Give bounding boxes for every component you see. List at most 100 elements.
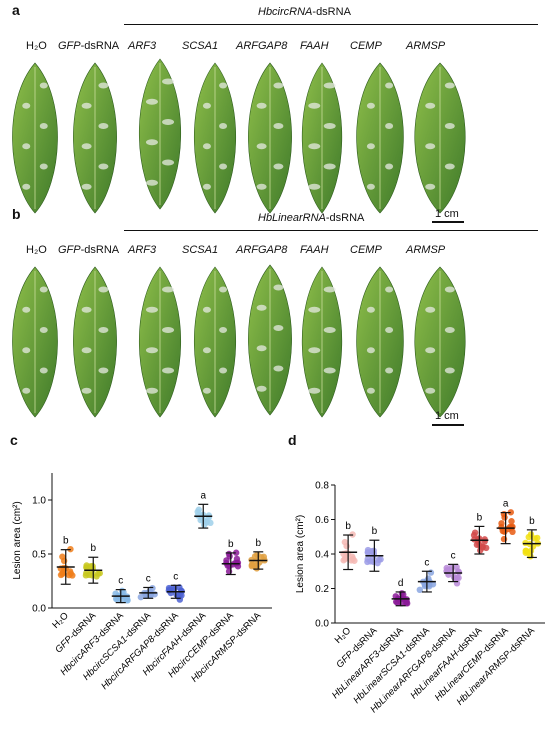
lesion-spot	[81, 387, 92, 394]
data-point	[394, 599, 401, 606]
panel-b-leaf-photo	[12, 264, 466, 418]
panel-a-group-line	[124, 24, 538, 25]
lesion-spot	[145, 347, 158, 354]
significance-letter: a	[200, 490, 206, 501]
lesion-spot	[22, 183, 31, 190]
lesion-spot	[39, 123, 48, 129]
lesion-spot	[444, 82, 455, 89]
leaf-label-4: ARFGAP8	[236, 244, 287, 256]
data-point	[200, 521, 208, 529]
panel-a-scale-bar	[432, 221, 464, 223]
lesion-spot	[98, 82, 109, 89]
leaf-label-suffix: -dsRNA	[80, 40, 120, 52]
data-point	[348, 557, 355, 564]
leaf-label-text: ARMSP	[406, 244, 446, 256]
data-point	[83, 562, 90, 569]
lesion-spot	[98, 327, 109, 333]
lesion-spot	[444, 286, 455, 293]
lesion-spot	[39, 327, 48, 333]
data-point	[178, 592, 185, 599]
panel-d-letter: d	[288, 432, 297, 448]
data-point	[416, 586, 424, 594]
lesion-spot	[202, 143, 211, 150]
data-point	[481, 538, 488, 545]
lesion-spot	[202, 183, 211, 190]
lesion-spot	[323, 327, 336, 333]
lesion-spot	[98, 123, 109, 129]
data-point	[444, 566, 451, 574]
lesion-spot	[256, 385, 267, 392]
lesion-spot	[385, 123, 394, 129]
lesion-spot	[366, 306, 375, 313]
lesion-spot	[308, 387, 321, 394]
data-point	[400, 591, 407, 598]
lesion-spot	[425, 306, 436, 313]
data-point	[340, 557, 347, 564]
significance-letter: b	[228, 539, 234, 550]
y-tick-label: 1.0	[32, 496, 46, 507]
lesion-spot	[39, 163, 48, 170]
leaf-label-text: FAAH	[300, 244, 329, 256]
lesion-spot	[98, 163, 109, 170]
data-point	[151, 591, 158, 598]
panel-b-group-label: HbLinearRNA-dsRNA	[258, 212, 365, 224]
leaf-label-text: ARF3	[128, 40, 157, 52]
lesion-spot	[273, 284, 284, 291]
leaf-label-suffix: -dsRNA	[80, 244, 120, 256]
lesion-spot	[22, 387, 31, 394]
significance-letter: c	[118, 576, 123, 587]
lesion-spot	[273, 325, 284, 331]
panel-c-letter: c	[10, 432, 18, 448]
lesion-spot	[219, 367, 228, 374]
lesion-spot	[425, 143, 436, 150]
significance-letter: d	[398, 578, 404, 589]
lesion-spot	[22, 143, 31, 150]
leaf-label-1: GFP-dsRNA	[58, 40, 119, 52]
leaf-label-text: H₂O	[26, 40, 47, 52]
lesion-spot	[162, 367, 175, 374]
data-point	[504, 525, 512, 533]
lesion-spot	[202, 306, 211, 313]
leaf-label-2: ARF3	[128, 40, 156, 52]
lesion-spot	[39, 367, 48, 374]
data-point	[531, 535, 538, 542]
leaf-label-text: FAAH	[300, 40, 329, 52]
lesion-spot	[256, 102, 267, 109]
lesion-spot	[425, 387, 436, 394]
data-point	[455, 574, 462, 582]
data-point	[89, 572, 96, 579]
data-point	[507, 509, 515, 516]
lesion-spot	[39, 286, 48, 293]
data-point	[57, 571, 65, 579]
data-point	[83, 569, 90, 577]
lesion-spot	[219, 82, 228, 89]
significance-letter: a	[503, 499, 509, 510]
data-point	[226, 553, 233, 560]
data-point	[205, 514, 213, 521]
leaf-label-text: H₂O	[26, 244, 47, 256]
lesion-spot	[308, 143, 321, 150]
data-point	[429, 581, 437, 588]
leaf-label-6: CEMP	[350, 40, 382, 52]
lesion-spot	[219, 123, 228, 129]
data-point	[471, 529, 479, 536]
lesion-spot	[308, 102, 321, 109]
lesion-spot	[323, 286, 336, 293]
lesion-spot	[366, 387, 375, 394]
lesion-spot	[385, 286, 394, 293]
significance-letter: b	[345, 521, 351, 532]
lesion-spot	[366, 102, 375, 109]
panel-b-scale-label: 1 cm	[435, 410, 459, 422]
y-tick-label: 0.0	[32, 604, 46, 615]
lesion-spot	[323, 82, 336, 89]
data-point	[477, 547, 484, 554]
data-point	[500, 535, 508, 543]
data-point	[65, 571, 73, 579]
leaf-label-text: ARF3	[128, 244, 157, 256]
category-label: H₂O	[333, 625, 353, 645]
lesion-spot	[385, 367, 394, 374]
data-point	[508, 518, 515, 525]
data-point	[375, 556, 383, 564]
lesion-spot	[145, 306, 158, 313]
